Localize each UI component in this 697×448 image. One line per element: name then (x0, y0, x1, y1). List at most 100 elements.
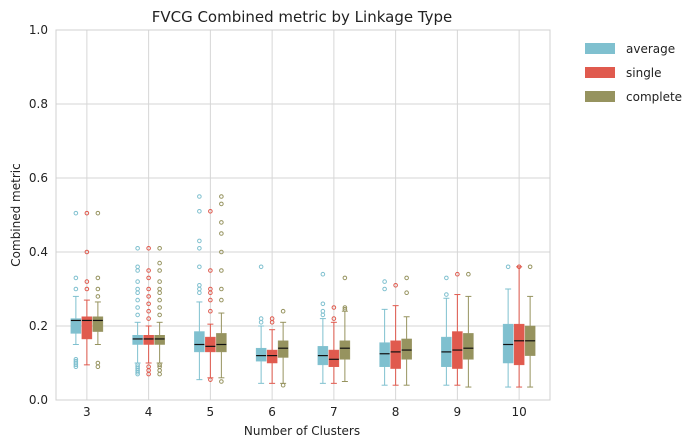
box-single-4 (143, 246, 154, 377)
outlier-point (197, 209, 202, 214)
outlier-point (73, 358, 79, 364)
outlier-point (208, 209, 213, 214)
outlier-point (208, 377, 213, 382)
box-average-10 (502, 264, 514, 388)
outlier-point (197, 286, 202, 292)
box-iqr (70, 318, 82, 334)
legend-label-single: single (626, 66, 662, 80)
box-iqr (401, 338, 412, 360)
box-iqr (205, 336, 216, 353)
box-complete-5 (216, 194, 227, 384)
outlier-point (320, 301, 326, 307)
outlier-point (135, 286, 140, 292)
outlier-point (219, 194, 224, 199)
box-iqr (154, 335, 165, 345)
outlier-point (342, 307, 348, 312)
outlier-point (331, 305, 337, 310)
outlier-point (135, 290, 140, 296)
box-average-4 (132, 246, 143, 377)
box-single-9 (452, 271, 463, 386)
plot-area-frame (55, 29, 551, 401)
outlier-point (95, 294, 101, 299)
y-tick-label: 0.6 (29, 171, 48, 185)
legend-label-complete: complete (626, 90, 682, 104)
y-tick-label: 0.8 (29, 97, 48, 111)
outlier-point (342, 275, 348, 281)
x-tick-label: 6 (268, 405, 276, 419)
outlier-point (157, 371, 162, 377)
y-tick-label: 1.0 (29, 23, 48, 37)
box-iqr (216, 333, 227, 353)
x-axis-ticks: 3 4 5 6 7 8 9 10 (83, 405, 527, 419)
outlier-point (404, 290, 409, 296)
outlier-point (197, 194, 202, 199)
box-iqr (379, 342, 390, 367)
box-average-8 (379, 279, 390, 386)
legend-swatch-complete (585, 91, 615, 102)
box-iqr (328, 349, 340, 367)
outlier-point (342, 305, 348, 310)
outlier-point (135, 264, 140, 270)
legend-swatch-single (585, 67, 615, 78)
outlier-point (219, 231, 224, 236)
box-complete-10 (524, 264, 536, 388)
y-tick-label: 0.0 (29, 393, 48, 407)
x-tick-label: 4 (145, 405, 153, 419)
outlier-point (280, 382, 286, 388)
legend-label-average: average (626, 42, 675, 56)
y-tick-label: 0.2 (29, 319, 48, 333)
outlier-point (197, 283, 202, 288)
outlier-point (146, 268, 151, 273)
box-groups (70, 194, 536, 388)
box-average-6 (255, 264, 267, 384)
box-iqr (266, 349, 278, 364)
outlier-point (208, 268, 213, 273)
box-iqr (339, 340, 351, 360)
outlier-point (208, 297, 213, 303)
outlier-point (135, 364, 140, 370)
box-average-3 (70, 210, 82, 370)
outlier-point (146, 286, 151, 292)
box-single-7 (328, 305, 340, 384)
gridlines (56, 29, 550, 401)
outlier-point (95, 364, 101, 370)
outlier-point (135, 362, 140, 368)
outlier-point (135, 312, 140, 318)
outlier-point (73, 275, 79, 281)
box-complete-8 (401, 275, 412, 386)
x-tick-label: 8 (392, 405, 400, 419)
outlier-point (466, 271, 471, 277)
outlier-point (197, 264, 202, 270)
outlier-point (157, 286, 162, 292)
outlier-point (505, 264, 511, 270)
chart-title: FVCG Combined metric by Linkage Type (152, 8, 453, 26)
outlier-point (197, 238, 202, 244)
box-complete-6 (277, 308, 289, 388)
outlier-point (135, 279, 140, 284)
outlier-point (320, 312, 326, 318)
box-single-6 (266, 316, 278, 384)
box-iqr (502, 323, 514, 364)
outlier-point (135, 268, 140, 273)
outlier-point (219, 201, 224, 207)
outlier-point (382, 286, 387, 292)
outlier-point (258, 316, 264, 321)
outlier-point (73, 210, 79, 216)
outlier-point (404, 275, 409, 281)
outlier-point (280, 308, 286, 314)
box-complete-7 (339, 275, 351, 382)
box-iqr (81, 316, 93, 340)
outlier-point (157, 312, 162, 318)
outlier-point (95, 286, 101, 292)
outlier-point (197, 290, 202, 296)
box-iqr (463, 333, 474, 360)
outlier-point (320, 271, 326, 277)
outlier-point (393, 283, 398, 288)
box-iqr (92, 316, 104, 332)
box-complete-4 (154, 246, 165, 377)
box-iqr (132, 335, 143, 345)
outlier-point (157, 362, 162, 368)
y-axis-ticks: 0.0 0.2 0.4 0.6 0.8 1.0 (29, 23, 48, 407)
box-iqr (255, 347, 267, 362)
outlier-point (208, 286, 213, 292)
